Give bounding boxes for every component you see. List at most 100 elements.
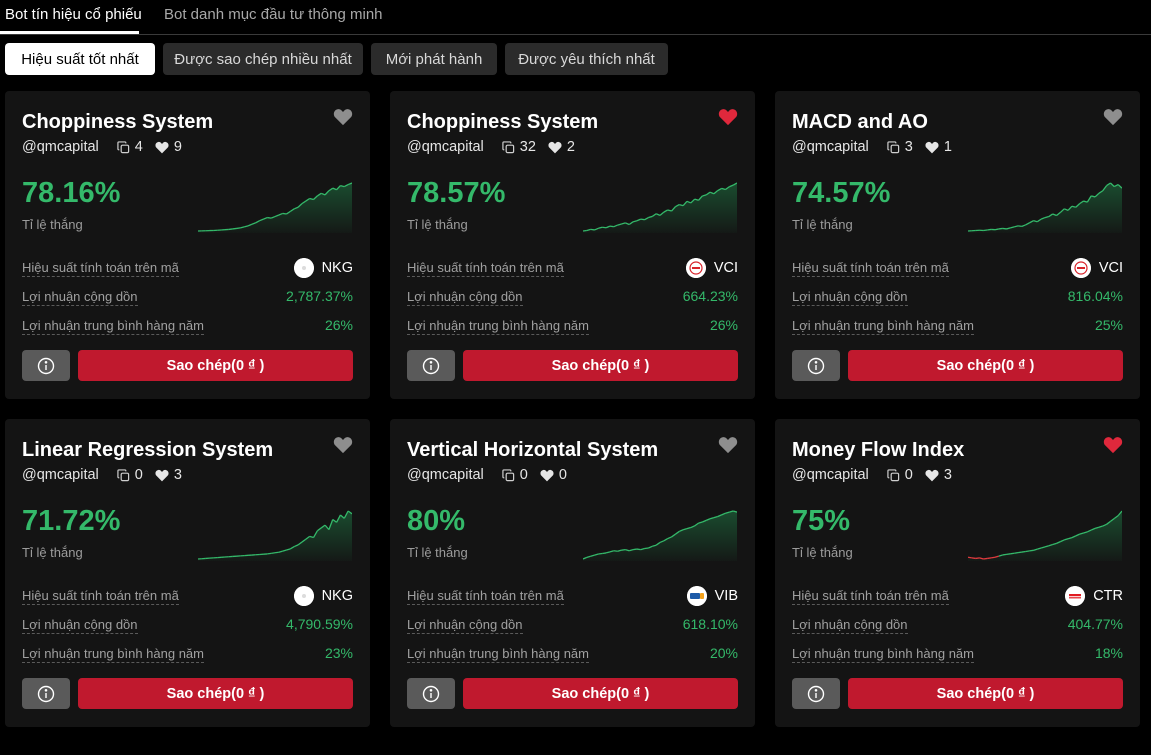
cumulative-profit-value: 404.77% [1067, 616, 1123, 632]
sparkline-segment [328, 187, 334, 192]
bot-author[interactable]: @qmcapital [792, 467, 869, 483]
bot-author[interactable]: @qmcapital [22, 467, 99, 483]
bot-card-2[interactable]: Choppiness System @qmcapital 32 2 78.57%… [390, 91, 755, 399]
sparkline-segment [297, 203, 303, 208]
sparkline-segment [983, 557, 988, 560]
copy-bot-button[interactable]: Sao chép(0 ₫ ) [463, 678, 738, 709]
sparkline-segment [648, 545, 653, 549]
bot-author[interactable]: @qmcapital [792, 139, 869, 155]
bot-card-5[interactable]: Vertical Horizontal System @qmcapital 0 … [390, 419, 755, 727]
favorite-heart-icon-active[interactable] [718, 108, 738, 128]
symbol-performance-row: Hiệu suất tính toán trên mã VCI [407, 258, 738, 278]
info-button[interactable] [407, 350, 455, 381]
sparkline-segment [263, 216, 268, 220]
sparkline-segment [609, 225, 614, 228]
favorite-heart-icon[interactable] [1103, 108, 1123, 128]
sparkline-segment [1102, 185, 1108, 192]
copy-bot-button[interactable]: Sao chép(0 ₫ ) [848, 678, 1123, 709]
symbol-performance-row: Hiệu suất tính toán trên mã NKG [22, 258, 353, 278]
win-rate-value: 74.57% [792, 177, 891, 209]
bot-card-3[interactable]: MACD and AO @qmcapital 3 1 74.57% Tỉ lệ … [775, 91, 1140, 399]
copy-count-value: 0 [904, 467, 913, 483]
info-button[interactable] [407, 678, 455, 709]
filter-best-performance[interactable]: Hiệu suất tốt nhất [5, 43, 155, 75]
win-rate-value: 80% [407, 505, 466, 537]
sparkline-segment [994, 228, 999, 231]
sparkline-segment [228, 228, 233, 231]
sparkline-segment [282, 212, 287, 215]
favorite-heart-icon[interactable] [718, 436, 738, 456]
sparkline-segment [1098, 190, 1104, 194]
sparkline-segment [732, 510, 737, 513]
copy-bot-button[interactable]: Sao chép(0 ₫ ) [78, 678, 353, 709]
sparkline-segment [613, 550, 618, 552]
sparkline-segment [1025, 550, 1030, 553]
sparkline-segment [586, 228, 591, 232]
sparkline-segment [278, 212, 283, 216]
cumulative-profit-label: Lợi nhuận cộng dồn [792, 617, 908, 634]
sparkline-segment [667, 209, 672, 212]
sparkline-segment [663, 209, 669, 213]
bot-card-1[interactable]: Choppiness System @qmcapital 4 9 78.16% … [5, 91, 370, 399]
favorite-heart-icon[interactable] [333, 108, 353, 128]
favorite-heart-icon[interactable] [333, 436, 353, 456]
ticker-symbol[interactable]: VIB [686, 586, 738, 606]
cumulative-profit-label: Lợi nhuận cộng dồn [22, 289, 138, 306]
filter-newly-released[interactable]: Mới phát hành [371, 43, 497, 75]
tab-stock-signal-bot[interactable]: Bot tín hiệu cổ phiếu [5, 6, 142, 23]
tab-smart-portfolio-bot[interactable]: Bot danh mục đầu tư thông minh [164, 6, 383, 23]
sparkline-segment [240, 226, 245, 229]
vci-logo-icon [1070, 258, 1091, 278]
sparkline-segment [725, 511, 730, 514]
like-heart-icon [155, 469, 169, 481]
favorite-heart-icon-active[interactable] [1103, 436, 1123, 456]
info-button[interactable] [792, 350, 840, 381]
copy-count-value: 4 [134, 139, 143, 155]
sparkline-segment [270, 215, 276, 219]
info-button[interactable] [22, 350, 70, 381]
bot-card-6[interactable]: Money Flow Index @qmcapital 0 3 75% Tỉ l… [775, 419, 1140, 727]
sparkline-segment [717, 187, 722, 192]
sparkline-segment [698, 195, 703, 201]
ticker-symbol[interactable]: VCI [1070, 258, 1123, 278]
ticker-symbol[interactable]: VCI [685, 258, 738, 278]
bot-meta: @qmcapital 4 9 [22, 139, 194, 155]
sparkline-segment [594, 553, 599, 556]
sparkline-segment [290, 208, 295, 212]
sparkline-segment [1075, 203, 1081, 208]
copy-count-value: 0 [134, 467, 143, 483]
filter-most-copied[interactable]: Được sao chép nhiều nhất [163, 43, 363, 75]
sparkline-segment [1117, 510, 1122, 517]
ctr-logo-icon [1065, 586, 1086, 606]
sparkline-segment [294, 206, 299, 210]
copy-bot-button[interactable]: Sao chép(0 ₫ ) [848, 350, 1123, 381]
filter-most-favorited[interactable]: Được yêu thích nhất [505, 43, 668, 75]
bot-author[interactable]: @qmcapital [407, 467, 484, 483]
sparkline-segment [236, 227, 241, 230]
info-button[interactable] [792, 678, 840, 709]
cumulative-profit-row: Lợi nhuận cộng dồn 2,787.37% [22, 287, 353, 307]
cumulative-profit-value: 2,787.37% [286, 288, 353, 304]
sparkline-segment [636, 218, 642, 222]
ticker-symbol[interactable]: NKG [293, 586, 353, 606]
sparkline-segment [316, 192, 322, 197]
sparkline-segment [679, 203, 684, 207]
win-rate-value: 78.16% [22, 177, 121, 209]
ticker-symbol[interactable]: NKG [293, 258, 353, 278]
annual-profit-value: 26% [709, 317, 738, 333]
bot-author[interactable]: @qmcapital [22, 139, 99, 155]
sparkline-segment [991, 556, 996, 559]
copy-bot-button[interactable]: Sao chép(0 ₫ ) [463, 350, 738, 381]
sparkline-segment [613, 224, 618, 228]
symbol-performance-row: Hiệu suất tính toán trên mã VCI [792, 258, 1123, 278]
copy-bot-button[interactable]: Sao chép(0 ₫ ) [78, 350, 353, 381]
sparkline-segment [1014, 225, 1019, 228]
sparkline-segment [251, 222, 256, 225]
symbol-performance-label: Hiệu suất tính toán trên mã [22, 588, 179, 605]
sparkline-segment [705, 518, 711, 521]
bot-author[interactable]: @qmcapital [407, 139, 484, 155]
ticker-symbol[interactable]: CTR [1065, 586, 1123, 606]
bot-card-4[interactable]: Linear Regression System @qmcapital 0 3 … [5, 419, 370, 727]
info-button[interactable] [22, 678, 70, 709]
sparkline-segment [598, 226, 603, 229]
